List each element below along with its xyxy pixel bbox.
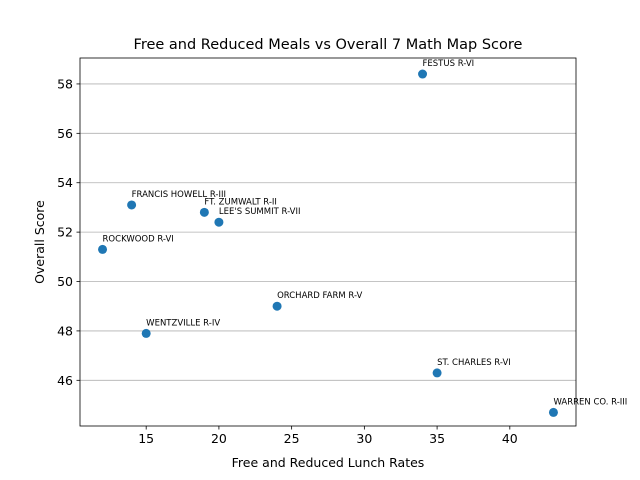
y-tick-label: 52 <box>57 225 73 240</box>
data-points <box>98 69 558 417</box>
point-label: FESTUS R-VI <box>423 59 475 69</box>
axis-ticks: 46 48 50 52 54 56 58 15 20 25 30 35 40 <box>57 76 518 446</box>
y-tick-label: 58 <box>57 76 73 91</box>
x-tick-label: 15 <box>138 431 154 446</box>
point-label: LEE'S SUMMIT R-VII <box>219 207 301 217</box>
x-tick-label: 30 <box>356 431 372 446</box>
y-tick-label: 50 <box>57 274 73 289</box>
y-tick-label: 54 <box>57 175 73 190</box>
chart-title: Free and Reduced Meals vs Overall 7 Math… <box>134 37 523 53</box>
point-label: FRANCIS HOWELL R-III <box>132 190 226 200</box>
gridlines <box>80 83 576 381</box>
x-tick-label: 25 <box>284 431 300 446</box>
point-label: WENTZVILLE R-IV <box>146 318 220 328</box>
point-label: ROCKWOOD R-VI <box>103 234 174 244</box>
x-tick-label: 40 <box>502 431 518 446</box>
y-tick-label: 46 <box>57 373 73 388</box>
data-point <box>98 244 108 254</box>
y-axis-label: Overall Score <box>32 200 47 284</box>
point-label: WARREN CO. R-III <box>553 397 627 407</box>
y-tick-label: 56 <box>57 126 73 141</box>
data-point <box>548 407 558 417</box>
data-point <box>199 207 209 217</box>
data-point <box>141 328 151 338</box>
data-point <box>272 301 282 311</box>
data-point <box>127 200 137 210</box>
data-point <box>432 368 442 378</box>
x-tick-label: 35 <box>429 431 445 446</box>
point-label: ORCHARD FARM R-V <box>277 291 362 301</box>
x-axis-label: Free and Reduced Lunch Rates <box>232 455 425 470</box>
x-tick-label: 20 <box>211 431 227 446</box>
point-labels: ROCKWOOD R-VI FRANCIS HOWELL R-III WENTZVI… <box>103 59 628 407</box>
plot-frame <box>79 57 577 427</box>
data-point <box>214 217 224 227</box>
data-point <box>418 69 428 79</box>
y-tick-label: 48 <box>57 323 73 338</box>
point-label: FT. ZUMWALT R-II <box>204 197 277 207</box>
point-label: ST. CHARLES R-VI <box>437 358 511 368</box>
